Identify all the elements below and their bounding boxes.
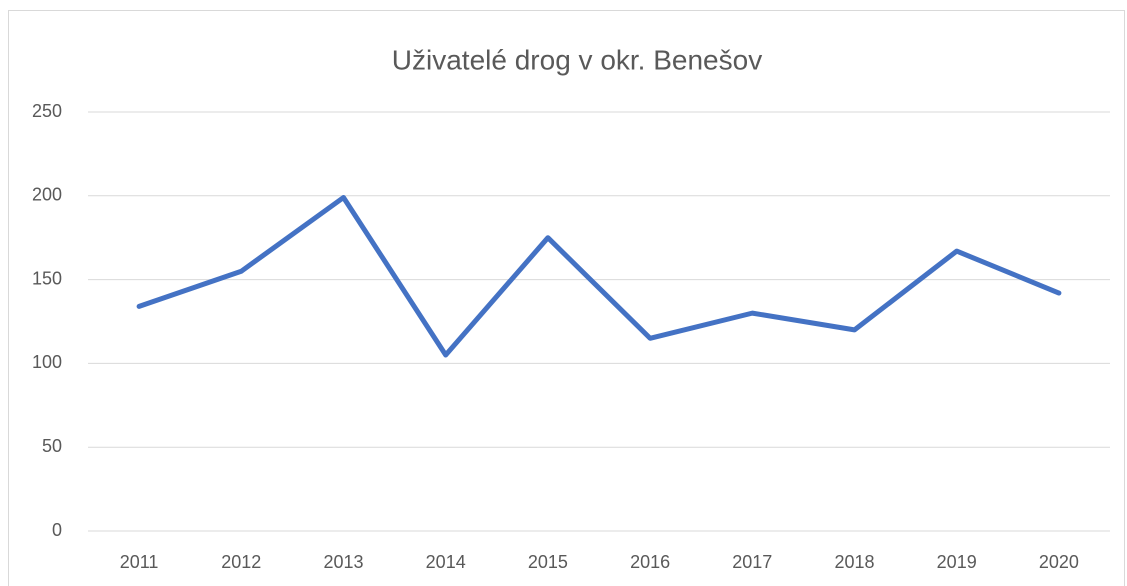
y-tick-label: 50 bbox=[42, 436, 62, 456]
x-tick-label: 2014 bbox=[426, 552, 466, 572]
x-tick-label: 2012 bbox=[221, 552, 261, 572]
y-tick-label: 100 bbox=[32, 352, 62, 372]
x-tick-label: 2016 bbox=[630, 552, 670, 572]
y-tick-label: 0 bbox=[52, 520, 62, 540]
y-tick-label: 250 bbox=[32, 101, 62, 121]
x-tick-label: 2013 bbox=[323, 552, 363, 572]
chart-border bbox=[8, 10, 1125, 586]
y-tick-label: 150 bbox=[32, 268, 62, 288]
x-tick-label: 2018 bbox=[834, 552, 874, 572]
x-tick-label: 2020 bbox=[1039, 552, 1079, 572]
x-tick-label: 2017 bbox=[732, 552, 772, 572]
data-line bbox=[136, 194, 1062, 358]
x-tick-label: 2015 bbox=[528, 552, 568, 572]
x-tick-label: 2011 bbox=[120, 552, 159, 572]
chart-title: Uživatelé drog v okr. Benešov bbox=[392, 44, 762, 75]
y-tick-label: 200 bbox=[32, 185, 62, 205]
x-tick-label: 2019 bbox=[937, 552, 977, 572]
